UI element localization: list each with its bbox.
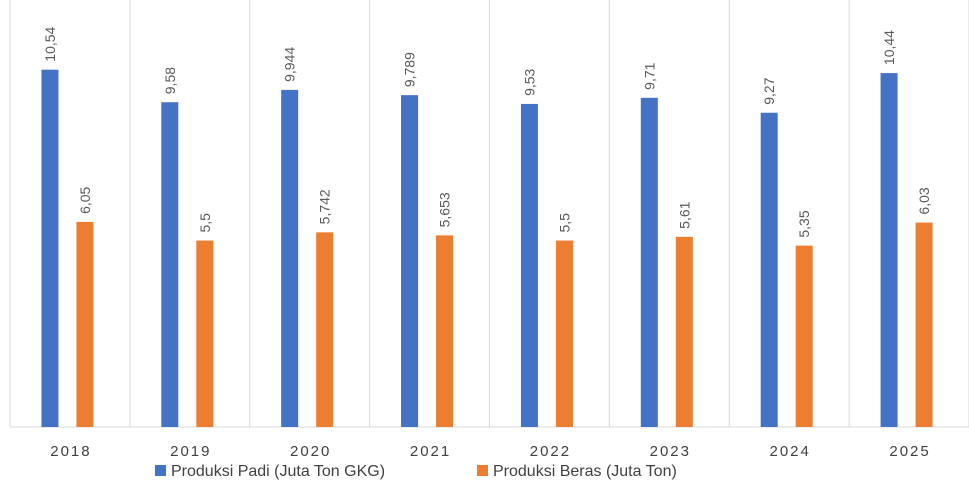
- legend-label-padi: Produksi Padi (Juta Ton GKG): [171, 463, 385, 480]
- bar-padi-2025: [880, 73, 898, 428]
- x-tick-label-2021: 2021: [410, 443, 451, 460]
- bars: [41, 69, 933, 428]
- data-label-beras-2024: 5,35: [796, 210, 812, 237]
- data-label-padi-2018: 10,54: [42, 26, 58, 61]
- data-label-beras-2020: 5,742: [317, 189, 333, 224]
- data-label-beras-2018: 6,05: [77, 186, 93, 213]
- bar-beras-2022: [555, 240, 573, 427]
- data-label-beras-2022: 5,5: [556, 213, 572, 233]
- data-label-padi-2022: 9,53: [521, 68, 537, 95]
- bar-padi-2019: [161, 102, 179, 427]
- bar-beras-2018: [76, 221, 94, 427]
- bar-beras-2020: [316, 232, 334, 427]
- bar-beras-2019: [196, 240, 214, 427]
- bar-beras-2023: [675, 236, 693, 427]
- x-tick-label-2025: 2025: [889, 443, 930, 460]
- data-label-beras-2025: 6,03: [916, 187, 932, 214]
- legend-swatch-beras: [477, 465, 488, 476]
- x-tick-label-2022: 2022: [530, 443, 571, 460]
- data-label-padi-2021: 9,789: [402, 52, 418, 87]
- data-labels: 10,54 6,05 9,58 5,5 9,944 5,742 9,789 5,653 9,53…: [42, 26, 932, 237]
- x-tick-label-2020: 2020: [290, 443, 331, 460]
- legend-label-beras: Produksi Beras (Juta Ton): [493, 463, 677, 480]
- bar-beras-2025: [915, 222, 933, 427]
- bar-beras-2024: [795, 245, 813, 427]
- bar-padi-2021: [401, 95, 419, 428]
- x-axis-ticks: 2018 2019 2020 2021 2022 2023 2024 2025: [50, 443, 930, 460]
- x-tick-label-2023: 2023: [650, 443, 691, 460]
- bar-padi-2024: [760, 112, 778, 427]
- data-label-beras-2021: 5,653: [437, 192, 453, 227]
- x-tick-label-2024: 2024: [770, 443, 811, 460]
- data-label-padi-2025: 10,44: [881, 30, 897, 65]
- bar-beras-2021: [436, 235, 454, 427]
- legend: Produksi Padi (Juta Ton GKG) Produksi Ber…: [155, 463, 677, 480]
- data-label-padi-2019: 9,58: [162, 67, 178, 94]
- data-label-padi-2020: 9,944: [282, 47, 298, 82]
- data-label-beras-2019: 5,5: [197, 213, 213, 233]
- legend-swatch-padi: [155, 465, 166, 476]
- data-label-padi-2024: 9,27: [761, 77, 777, 104]
- bar-padi-2018: [41, 69, 59, 427]
- bar-padi-2023: [640, 97, 658, 428]
- x-tick-label-2018: 2018: [50, 443, 91, 460]
- data-label-padi-2023: 9,71: [641, 62, 657, 89]
- grid-lines: [9, 0, 969, 428]
- data-label-beras-2023: 5,61: [676, 201, 692, 228]
- bar-padi-2022: [520, 103, 538, 428]
- x-tick-label-2019: 2019: [170, 443, 211, 460]
- bar-padi-2020: [281, 89, 299, 427]
